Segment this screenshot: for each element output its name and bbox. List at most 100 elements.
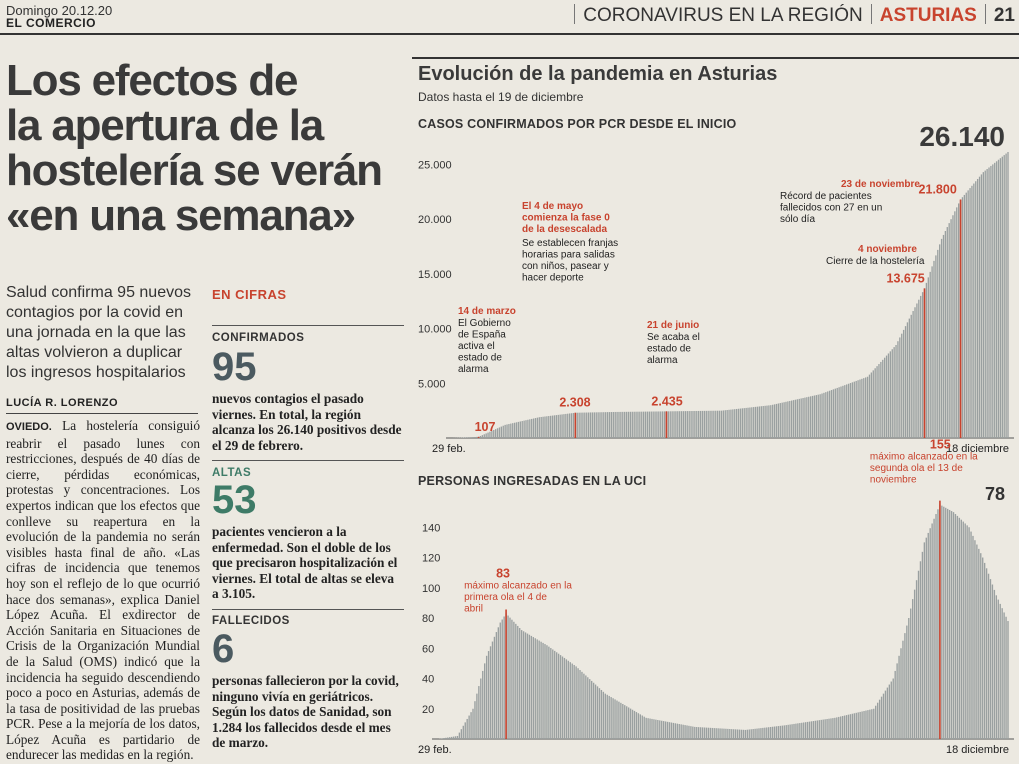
data-bar bbox=[620, 702, 622, 739]
data-bar bbox=[517, 625, 519, 739]
headline-line: la apertura de la bbox=[6, 101, 324, 150]
y-tick-label: 100 bbox=[422, 583, 440, 595]
data-bar bbox=[627, 411, 630, 438]
y-tick-label: 80 bbox=[422, 613, 434, 625]
data-bar bbox=[570, 413, 573, 438]
data-bar bbox=[512, 423, 514, 438]
data-bar bbox=[844, 385, 846, 438]
data-bar bbox=[627, 707, 630, 739]
data-bar bbox=[707, 727, 710, 739]
region-name: ASTURIAS bbox=[879, 5, 977, 26]
data-bar bbox=[599, 412, 601, 438]
data-bar bbox=[476, 693, 478, 739]
data-bar bbox=[840, 716, 842, 739]
annotation-text: abril bbox=[464, 603, 483, 614]
data-bar bbox=[739, 408, 742, 438]
data-bar bbox=[650, 411, 652, 438]
data-bar bbox=[756, 406, 759, 438]
data-bar bbox=[929, 528, 931, 739]
data-bar bbox=[483, 434, 485, 438]
data-bar bbox=[740, 729, 743, 739]
data-bar bbox=[993, 589, 996, 739]
data-bar bbox=[869, 709, 871, 739]
data-bar bbox=[931, 266, 933, 438]
data-bar bbox=[828, 718, 830, 739]
data-bar bbox=[672, 722, 675, 739]
data-bar bbox=[466, 718, 468, 739]
data-bar bbox=[999, 603, 1001, 739]
annotation-text: fallecidos con 27 en un bbox=[780, 203, 882, 214]
annotation-text: alarma bbox=[647, 355, 678, 366]
data-bar bbox=[785, 725, 787, 739]
data-bar bbox=[818, 720, 820, 739]
data-bar bbox=[653, 719, 655, 739]
data-bar bbox=[496, 428, 499, 438]
data-bar bbox=[606, 412, 609, 438]
data-bar bbox=[871, 709, 873, 739]
data-bar bbox=[997, 159, 1000, 438]
data-bar bbox=[582, 412, 584, 438]
data-bar bbox=[705, 727, 708, 739]
data-bar bbox=[659, 720, 661, 739]
data-bar bbox=[867, 710, 869, 739]
data-bar bbox=[937, 249, 939, 438]
data-bar bbox=[787, 724, 789, 739]
data-bar bbox=[734, 729, 737, 739]
data-bar bbox=[546, 645, 548, 739]
data-bar bbox=[649, 718, 651, 739]
article-body: OVIEDO. La hostelería consiguió reabrir … bbox=[6, 418, 200, 763]
data-bar bbox=[874, 368, 876, 438]
data-bar bbox=[577, 668, 579, 739]
data-bar bbox=[625, 411, 628, 438]
data-bar bbox=[840, 386, 842, 438]
article-body-text: La hostelería consiguió reabrir el pasad… bbox=[6, 418, 200, 763]
data-bar bbox=[859, 711, 861, 739]
data-bar bbox=[986, 169, 988, 438]
confirmados-value: 95 bbox=[212, 345, 257, 389]
annotation-text: El Gobierno bbox=[458, 318, 511, 329]
data-bar bbox=[741, 408, 743, 438]
data-bar bbox=[750, 729, 752, 739]
annotation-text: estado de bbox=[458, 353, 502, 364]
data-bar bbox=[865, 377, 867, 438]
data-bar bbox=[612, 411, 614, 438]
data-bar bbox=[976, 544, 978, 739]
data-bar bbox=[908, 318, 910, 438]
data-bar bbox=[882, 359, 884, 438]
data-bar bbox=[947, 508, 949, 739]
data-bar bbox=[614, 411, 616, 438]
x-start-label: 29 feb. bbox=[418, 744, 452, 756]
data-bar bbox=[804, 397, 806, 438]
data-bar bbox=[815, 395, 818, 438]
data-bar bbox=[606, 694, 608, 739]
data-bar bbox=[964, 523, 966, 739]
data-bar bbox=[902, 640, 904, 739]
data-bar bbox=[946, 227, 948, 438]
data-bar bbox=[597, 412, 599, 438]
data-bar bbox=[878, 364, 880, 438]
data-bar bbox=[651, 718, 653, 739]
data-bar bbox=[552, 649, 554, 739]
data-bar bbox=[902, 329, 905, 438]
annotation-text: máximo alcanzado en la bbox=[464, 580, 572, 591]
data-bar bbox=[661, 411, 664, 438]
data-bar bbox=[660, 411, 662, 438]
data-bar bbox=[654, 411, 656, 438]
data-bar bbox=[548, 646, 550, 739]
data-bar bbox=[445, 737, 447, 739]
data-bar bbox=[529, 419, 531, 438]
data-bar bbox=[668, 722, 671, 739]
data-bar bbox=[808, 721, 811, 739]
data-bar bbox=[555, 415, 558, 438]
data-bar bbox=[635, 712, 638, 739]
data-bar bbox=[474, 701, 476, 739]
confirmados-label: CONFIRMADOS bbox=[212, 332, 305, 344]
data-bar bbox=[978, 548, 980, 739]
data-bar bbox=[510, 423, 512, 438]
data-bar bbox=[942, 234, 945, 438]
data-bar bbox=[462, 725, 464, 739]
data-bar bbox=[758, 406, 761, 438]
data-bar bbox=[717, 728, 719, 739]
data-bar bbox=[497, 627, 499, 739]
